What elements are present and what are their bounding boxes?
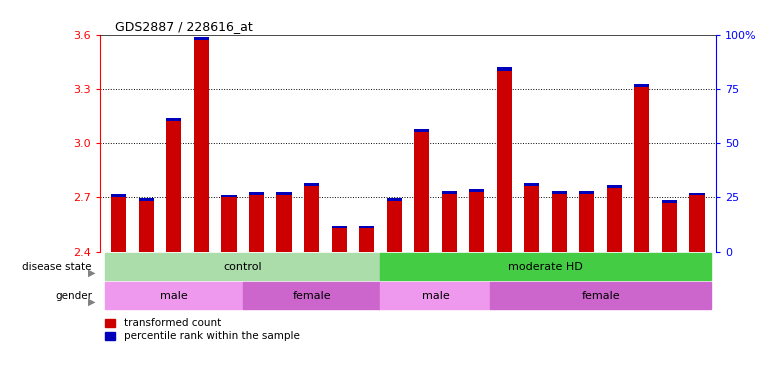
- Bar: [105, 282, 243, 309]
- Text: ▶: ▶: [88, 268, 96, 278]
- Bar: [469, 192, 484, 252]
- Bar: [166, 118, 182, 121]
- Bar: [634, 87, 650, 252]
- Bar: [607, 185, 622, 188]
- Bar: [304, 186, 319, 252]
- Bar: [243, 282, 381, 309]
- Bar: [524, 186, 539, 252]
- Legend: transformed count, percentile rank within the sample: transformed count, percentile rank withi…: [105, 318, 300, 341]
- Bar: [490, 282, 711, 309]
- Bar: [662, 200, 677, 203]
- Bar: [579, 194, 594, 252]
- Bar: [194, 40, 209, 252]
- Bar: [139, 201, 154, 252]
- Text: female: female: [293, 291, 331, 301]
- Bar: [607, 188, 622, 252]
- Bar: [414, 132, 429, 252]
- Text: male: male: [421, 291, 450, 301]
- Bar: [634, 84, 650, 87]
- Bar: [111, 194, 126, 197]
- Bar: [442, 191, 457, 194]
- Bar: [111, 197, 126, 252]
- Text: moderate HD: moderate HD: [508, 262, 583, 272]
- Bar: [139, 198, 154, 201]
- Bar: [689, 195, 705, 252]
- Bar: [221, 195, 237, 197]
- Bar: [359, 228, 374, 252]
- Bar: [277, 195, 292, 252]
- Bar: [166, 121, 182, 252]
- Text: disease state: disease state: [22, 262, 92, 272]
- Text: ▶: ▶: [88, 296, 96, 306]
- Bar: [442, 194, 457, 252]
- Bar: [277, 192, 292, 195]
- Text: gender: gender: [55, 291, 92, 301]
- Bar: [194, 37, 209, 40]
- Bar: [381, 282, 490, 309]
- Bar: [579, 191, 594, 194]
- Bar: [304, 183, 319, 187]
- Bar: [249, 192, 264, 195]
- Bar: [414, 129, 429, 132]
- Bar: [524, 183, 539, 187]
- Bar: [105, 253, 381, 280]
- Bar: [381, 253, 711, 280]
- Bar: [662, 203, 677, 252]
- Bar: [689, 193, 705, 195]
- Bar: [387, 201, 401, 252]
- Bar: [469, 189, 484, 192]
- Bar: [332, 228, 347, 252]
- Bar: [359, 226, 374, 228]
- Text: GDS2887 / 228616_at: GDS2887 / 228616_at: [115, 20, 253, 33]
- Bar: [332, 226, 347, 228]
- Text: male: male: [160, 291, 188, 301]
- Bar: [387, 198, 401, 201]
- Text: female: female: [581, 291, 620, 301]
- Text: control: control: [224, 262, 262, 272]
- Bar: [249, 195, 264, 252]
- Bar: [221, 197, 237, 252]
- Bar: [552, 191, 567, 194]
- Bar: [496, 68, 512, 71]
- Bar: [552, 194, 567, 252]
- Bar: [496, 71, 512, 252]
